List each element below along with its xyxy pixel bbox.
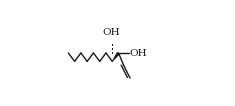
Polygon shape <box>112 44 113 46</box>
Text: OH: OH <box>102 28 120 37</box>
Polygon shape <box>112 48 113 50</box>
Polygon shape <box>112 56 113 58</box>
Text: OH: OH <box>129 49 147 57</box>
Polygon shape <box>112 52 113 54</box>
Polygon shape <box>112 52 120 62</box>
